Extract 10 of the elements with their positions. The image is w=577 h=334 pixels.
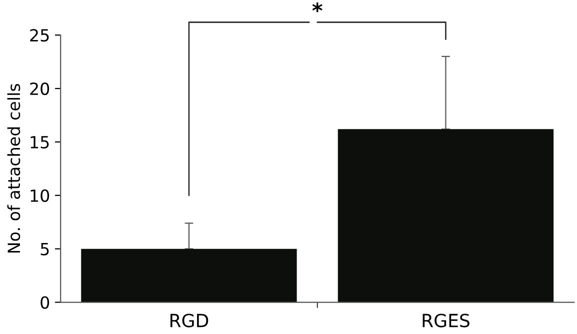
y-tick-label: 15 — [30, 136, 49, 149]
y-tick-label: 25 — [30, 29, 49, 42]
x-tick-label: RGES — [422, 314, 470, 328]
y-axis-title: No. of attached cells — [7, 84, 20, 253]
text: * — [312, 2, 322, 12]
y-tick-label: 10 — [30, 189, 50, 202]
y-tick-label: 20 — [30, 82, 50, 96]
y-tick-label: 0 — [40, 296, 50, 309]
x-tick-label: RGD — [170, 314, 208, 328]
y-tick-label: 5 — [40, 243, 49, 256]
